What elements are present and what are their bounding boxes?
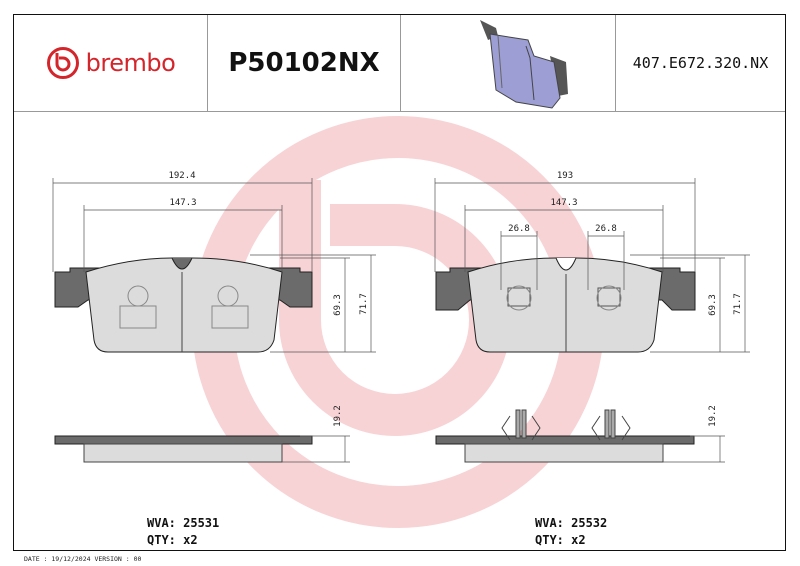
dim-left-thickness: 19.2	[333, 405, 343, 427]
right-pad-info: WVA: 25532 QTY: x2	[535, 515, 607, 549]
dim-left-width-friction: 147.3	[169, 198, 196, 208]
right-wva: WVA: 25532	[535, 516, 608, 530]
dim-left-height-total: 71.7	[359, 293, 369, 315]
part-number: P50102NX	[228, 48, 380, 78]
reference-number: 407.E672.320.NX	[632, 54, 769, 72]
left-wva: WVA: 25531	[147, 516, 220, 530]
dim-right-sensor-left: 26.8	[508, 224, 530, 234]
header-divider	[14, 111, 785, 112]
dim-right-sensor-right: 26.8	[595, 224, 617, 234]
left-pad-front-view	[54, 257, 313, 353]
dimension-lines	[52, 178, 750, 463]
left-pad-side-view	[54, 435, 313, 463]
dim-right-height-total: 71.7	[733, 293, 743, 315]
dim-right-thickness: 19.2	[708, 405, 718, 427]
dim-left-width-total: 192.4	[168, 171, 195, 181]
product-image-cell	[401, 15, 616, 111]
dim-right-width-total: 193	[557, 171, 573, 181]
right-qty: QTY: x2	[535, 533, 586, 547]
right-pad-front-view	[435, 257, 696, 353]
brake-pad-3d-icon	[480, 20, 568, 109]
right-pad-side-view	[435, 409, 695, 463]
left-pad-info: WVA: 25531 QTY: x2	[147, 515, 219, 549]
part-number-cell: P50102NX	[208, 15, 401, 111]
brand-name: brembo	[85, 49, 176, 77]
date-version: DATE : 19/12/2024 VERSION : 00	[24, 555, 142, 563]
left-qty: QTY: x2	[147, 533, 198, 547]
dim-right-height-friction: 69.3	[708, 294, 718, 316]
reference-cell: 407.E672.320.NX	[616, 15, 785, 111]
dim-left-height-friction: 69.3	[333, 294, 343, 316]
drawing-frame: brembo P50102NX 407.E672.320.NX	[13, 14, 786, 551]
brand-cell: brembo	[14, 15, 208, 111]
brembo-logo-icon	[46, 47, 79, 79]
dim-right-width-friction: 147.3	[550, 198, 577, 208]
